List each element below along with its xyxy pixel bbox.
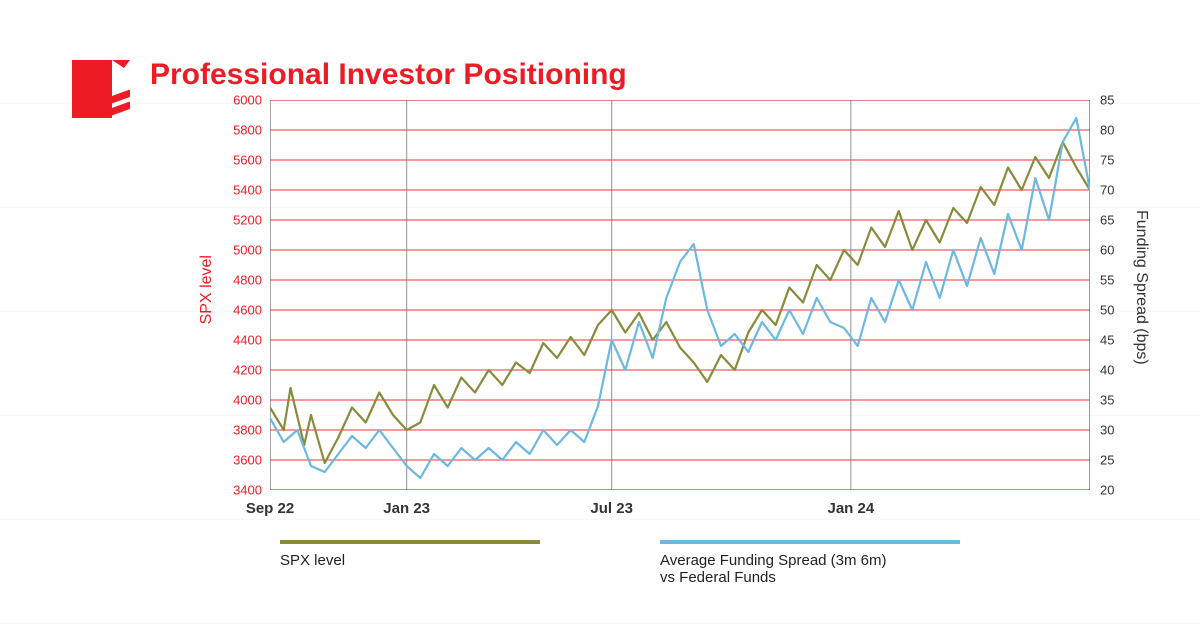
y-right-tick: 45	[1100, 333, 1114, 348]
y-right-tick: 65	[1100, 213, 1114, 228]
page-root: Professional Investor Positioning SPX le…	[0, 0, 1200, 628]
y-right-tick: 60	[1100, 243, 1114, 258]
y-left-tick: 5400	[224, 183, 262, 198]
legend-item: Average Funding Spread (3m 6m) vs Federa…	[660, 540, 960, 586]
y-left-axis-label: SPX level	[198, 255, 216, 324]
legend-label: Average Funding Spread (3m 6m) vs Federa…	[660, 552, 960, 586]
y-right-tick: 75	[1100, 153, 1114, 168]
legend-label: SPX level	[280, 552, 540, 569]
legend-swatch	[280, 540, 540, 544]
y-right-tick: 30	[1100, 423, 1114, 438]
y-right-tick: 35	[1100, 393, 1114, 408]
chart-title: Professional Investor Positioning	[150, 58, 627, 92]
brand-logo	[72, 60, 130, 118]
y-left-tick: 4800	[224, 273, 262, 288]
y-right-tick: 70	[1100, 183, 1114, 198]
y-left-tick: 5200	[224, 213, 262, 228]
legend-swatch	[660, 540, 960, 544]
y-left-tick: 4000	[224, 393, 262, 408]
y-left-tick: 4400	[224, 333, 262, 348]
y-right-tick: 25	[1100, 453, 1114, 468]
y-left-tick: 3400	[224, 483, 262, 498]
y-left-tick: 5800	[224, 123, 262, 138]
y-left-tick: 3600	[224, 453, 262, 468]
y-right-tick: 20	[1100, 483, 1114, 498]
y-left-tick: 5600	[224, 153, 262, 168]
y-right-tick: 50	[1100, 303, 1114, 318]
y-left-tick: 3800	[224, 423, 262, 438]
x-tick: Jan 23	[383, 500, 430, 517]
y-left-tick: 4600	[224, 303, 262, 318]
x-tick: Sep 22	[246, 500, 294, 517]
x-tick: Jan 24	[827, 500, 874, 517]
y-left-tick: 4200	[224, 363, 262, 378]
line-chart	[270, 100, 1090, 490]
x-tick: Jul 23	[590, 500, 633, 517]
y-right-tick: 55	[1100, 273, 1114, 288]
legend-item: SPX level	[280, 540, 540, 569]
y-right-tick: 80	[1100, 123, 1114, 138]
y-left-tick: 5000	[224, 243, 262, 258]
y-left-tick: 6000	[224, 93, 262, 108]
y-right-tick: 40	[1100, 363, 1114, 378]
y-right-tick: 85	[1100, 93, 1114, 108]
y-right-axis-label: Funding Spread (bps)	[1132, 210, 1150, 365]
